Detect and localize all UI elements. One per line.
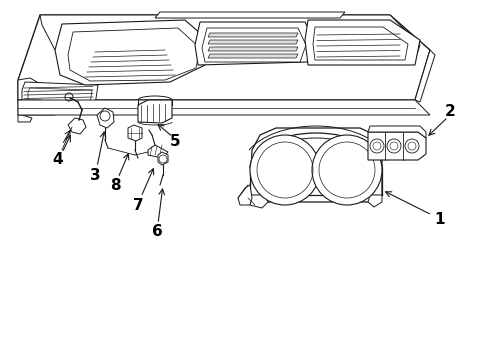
Polygon shape [18, 15, 430, 100]
Polygon shape [55, 20, 210, 85]
Polygon shape [155, 12, 345, 18]
Polygon shape [68, 118, 86, 134]
Circle shape [250, 135, 320, 205]
Circle shape [312, 135, 382, 205]
Polygon shape [128, 125, 142, 141]
Polygon shape [138, 100, 172, 123]
Polygon shape [305, 20, 420, 65]
Polygon shape [18, 100, 430, 115]
Text: 7: 7 [133, 198, 143, 212]
Polygon shape [368, 132, 426, 160]
Text: 3: 3 [90, 167, 100, 183]
Polygon shape [18, 78, 42, 100]
Text: 4: 4 [53, 153, 63, 167]
Polygon shape [250, 128, 382, 202]
Polygon shape [68, 28, 200, 81]
Polygon shape [208, 33, 298, 37]
Polygon shape [238, 185, 252, 205]
Circle shape [405, 139, 419, 153]
Text: 1: 1 [435, 212, 445, 228]
Circle shape [370, 139, 384, 153]
Polygon shape [18, 115, 32, 122]
Polygon shape [158, 152, 168, 165]
Polygon shape [368, 195, 382, 207]
Text: 8: 8 [110, 177, 121, 193]
Polygon shape [202, 28, 306, 62]
Polygon shape [195, 22, 315, 65]
Polygon shape [368, 126, 426, 138]
Polygon shape [208, 40, 298, 44]
Polygon shape [208, 54, 298, 58]
Polygon shape [97, 108, 114, 128]
Polygon shape [415, 50, 435, 102]
Polygon shape [40, 15, 420, 60]
Polygon shape [208, 47, 298, 51]
Polygon shape [22, 82, 98, 105]
Circle shape [387, 139, 401, 153]
Polygon shape [313, 27, 408, 60]
Polygon shape [250, 195, 268, 208]
Text: 5: 5 [170, 135, 180, 149]
Polygon shape [18, 100, 58, 115]
Polygon shape [148, 145, 168, 158]
Text: 2: 2 [444, 104, 455, 120]
Text: 6: 6 [151, 225, 162, 239]
